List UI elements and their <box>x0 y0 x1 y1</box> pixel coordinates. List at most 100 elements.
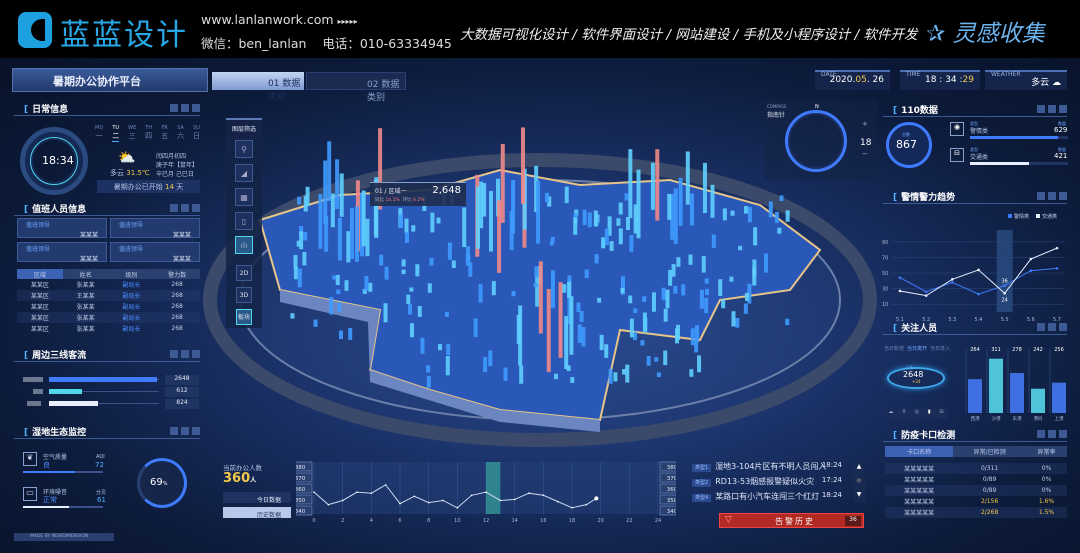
data-point <box>977 268 980 272</box>
bar-category-label: 沙港 <box>992 415 1001 422</box>
weekday-su[interactable]: SU 日 <box>192 125 200 140</box>
panel-controls[interactable] <box>1037 323 1067 331</box>
bar-value-label: 256 <box>1054 347 1064 353</box>
panel-controls[interactable] <box>1037 430 1067 438</box>
panel-controls[interactable] <box>170 427 200 435</box>
column-header[interactable]: 级别 <box>108 269 155 279</box>
layer-button-2[interactable]: 3D <box>236 287 252 303</box>
alarm-item[interactable]: 类型1 湿地3-104片区有不明人员闯入 18:24 <box>692 461 842 472</box>
weekday-mo[interactable]: MO 一 <box>95 125 104 140</box>
signal-icon[interactable]: ◢ <box>235 164 253 182</box>
pin-icon[interactable]: ⚲ <box>235 140 253 158</box>
map-bar <box>535 274 540 307</box>
map-bar <box>299 231 304 250</box>
grid-icon[interactable]: ▦ <box>235 188 253 206</box>
focus-tab-3[interactable]: 当日进入 <box>930 346 951 352</box>
bar-category-label: 东港 <box>1013 415 1022 422</box>
history-data-button[interactable]: 历史数据 <box>223 507 291 519</box>
alarm-item[interactable]: 类型2 RD13-53烟感报警疑似火灾 17:24 <box>692 476 842 487</box>
alarm-history-count: 36 <box>845 516 861 526</box>
map-bar <box>346 231 351 263</box>
map-bar <box>567 281 572 298</box>
map-bar <box>496 178 501 217</box>
column-header[interactable]: 姓名 <box>62 269 109 279</box>
compass-dial[interactable] <box>785 110 847 172</box>
duty-card[interactable]: 值班领导 某某某 <box>17 218 107 239</box>
zoom-out-button[interactable]: − <box>862 150 868 158</box>
map-bar <box>296 240 301 247</box>
map-bar <box>337 302 342 313</box>
layer-button-3[interactable]: 板块 <box>236 309 252 325</box>
map-bar <box>601 237 606 249</box>
panel-controls[interactable] <box>170 204 200 212</box>
panel-controls[interactable] <box>170 104 200 112</box>
weekday-th[interactable]: TH 四 <box>145 125 153 140</box>
zoom-in-button[interactable]: + <box>862 120 868 128</box>
map-bar <box>339 173 344 217</box>
flow-label-blur <box>33 389 43 394</box>
tab-data-category-1[interactable]: 01 数据类别 <box>212 72 304 102</box>
weekday-sa[interactable]: SA 六 <box>177 125 185 140</box>
alarm-item[interactable]: 类型4 某路口有小汽车连闯三个红灯 18:24 <box>692 491 842 502</box>
map-bar <box>618 202 623 215</box>
weekday-strip: MO 一 TU 二 WE 三 TH 四 FR 五 SA 六 SU 日 <box>95 125 200 142</box>
contact-info: 微信：ben_lanlan 电话：010-63334945 <box>201 36 452 51</box>
noise-label: 环境噪音 <box>43 489 68 496</box>
y-tick-label: 350 <box>296 498 306 504</box>
duty-card[interactable]: 值班领导 某某某 <box>110 242 200 263</box>
duty-card[interactable]: 值班领导 某某某 <box>17 242 107 263</box>
map-bar <box>335 159 340 210</box>
column-header[interactable]: 异常率 <box>1026 446 1067 457</box>
weekday-tu[interactable]: TU 二 <box>112 125 120 142</box>
weekday-we[interactable]: WE 三 <box>128 125 137 140</box>
aqi-label: AQI <box>96 454 105 460</box>
column-header[interactable]: 区域 <box>17 269 63 279</box>
alarm-history-button[interactable]: ▽ 告警历史 36 <box>719 513 864 528</box>
focus-icon-bar[interactable]: ☁ ⚲ ◎ ▮ ⊟ <box>884 409 948 419</box>
cloud-icon: ☁ <box>888 409 894 415</box>
map-bar <box>629 234 634 252</box>
table-row: 某某区 王某某 副局长 268 <box>17 290 200 301</box>
map-bar <box>697 355 702 373</box>
y-tick-label: 340 <box>296 509 306 515</box>
column-header[interactable]: 异常/已检测 <box>953 446 1027 457</box>
panel-controls[interactable] <box>1037 105 1067 113</box>
map-bar <box>579 311 584 322</box>
today-data-button[interactable]: 今日数据 <box>223 492 291 504</box>
duty-card[interactable]: 值班领导 某某某 <box>110 218 200 239</box>
tab-data-category-2[interactable]: 02 数据类别 <box>306 72 406 103</box>
map-bar <box>426 376 431 388</box>
panel-icon[interactable]: ▯ <box>235 212 253 230</box>
focus-tab-1[interactable]: 当日新增 <box>884 346 905 352</box>
map-bar <box>511 180 516 234</box>
panel-controls[interactable] <box>170 350 200 358</box>
chart-icon[interactable]: ılı <box>235 236 253 254</box>
map-bar <box>731 311 736 327</box>
map-area[interactable] <box>200 100 880 460</box>
focus-tab-2[interactable]: 当日离开 <box>907 346 928 352</box>
map-bar <box>520 127 525 204</box>
map-bar <box>688 254 693 265</box>
site-url[interactable]: www.lanlanwork.com ▸▸▸▸▸ <box>201 12 358 27</box>
map-bar <box>330 193 335 228</box>
panel-controls[interactable] <box>1037 192 1067 200</box>
map-bar <box>401 269 406 275</box>
data-point <box>542 494 545 497</box>
map-bar <box>570 377 575 383</box>
noise-bar <box>23 506 103 508</box>
scroll-up-icon[interactable]: ▲ <box>856 463 862 470</box>
column-header[interactable]: 卡口名称 <box>885 446 954 457</box>
map-bar <box>625 217 630 231</box>
scroll-down-icon[interactable]: ▼ <box>856 491 862 498</box>
data-point <box>399 502 401 505</box>
focus-center-value: 2648 <box>903 370 924 379</box>
weekday-fr[interactable]: FR 五 <box>161 125 169 140</box>
layer-button-1[interactable]: 2D <box>236 265 252 281</box>
map-bar <box>354 206 359 262</box>
alarm-scroll[interactable]: ▲ ● ▼ <box>853 460 865 502</box>
compass-value: 18 <box>860 138 872 148</box>
aqi-bar <box>23 471 103 473</box>
x-tick-label: 20 <box>597 518 603 524</box>
map-bar <box>655 149 660 221</box>
column-header[interactable]: 警力数 <box>154 269 200 279</box>
